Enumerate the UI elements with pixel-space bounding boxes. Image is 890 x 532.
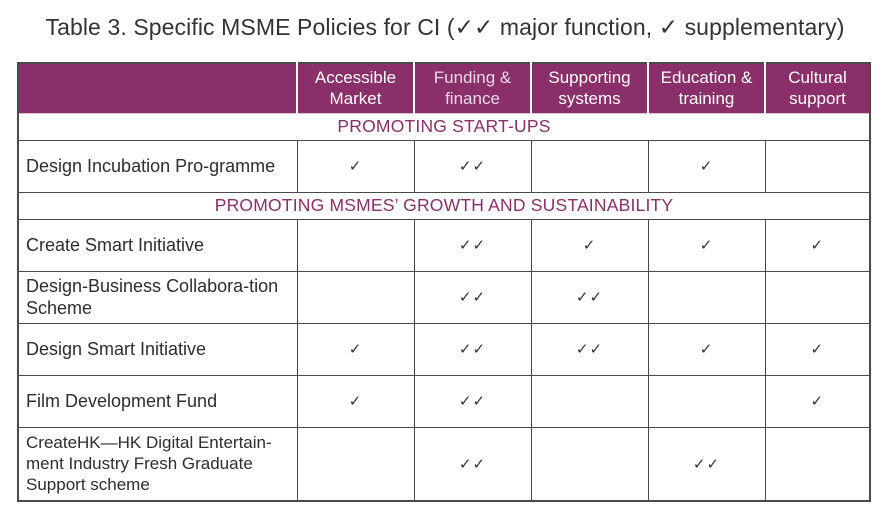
check-cell bbox=[647, 374, 766, 428]
column-header-label: Supporting systems bbox=[548, 68, 631, 109]
table-row: Create Smart Initiative ✓✓ ✓ ✓ ✓ bbox=[17, 218, 871, 272]
table-row: Design Incubation Pro-gramme ✓ ✓✓ ✓ bbox=[17, 139, 871, 193]
policy-name: Design Incubation Pro-gramme bbox=[17, 139, 298, 193]
check-cell: ✓✓ bbox=[530, 322, 649, 376]
header-row: Accessible Market Funding & finance Supp… bbox=[17, 62, 871, 114]
table-caption: Table 3. Specific MSME Policies for CI (… bbox=[45, 14, 845, 40]
column-header-cultural-support: Cultural support bbox=[764, 62, 871, 114]
check-cell: ✓ bbox=[647, 218, 766, 272]
section-label: PROMOTING MSMES’ GROWTH AND SUSTAINABILI… bbox=[17, 191, 871, 220]
column-header-funding-finance: Funding & finance bbox=[413, 62, 532, 114]
column-header-education-training: Education & training bbox=[647, 62, 766, 114]
policy-name: Design-Business Collabora-tion Scheme bbox=[17, 270, 298, 324]
check-cell bbox=[296, 218, 415, 272]
check-cell: ✓ bbox=[647, 139, 766, 193]
check-cell: ✓ bbox=[764, 374, 871, 428]
policy-name: Film Development Fund bbox=[17, 374, 298, 428]
section-label: PROMOTING START-UPS bbox=[17, 112, 871, 141]
check-cell: ✓ bbox=[530, 218, 649, 272]
check-cell: ✓✓ bbox=[530, 270, 649, 324]
column-header-label: Cultural support bbox=[788, 68, 847, 109]
column-header-accessible-market: Accessible Market bbox=[296, 62, 415, 114]
check-cell: ✓✓ bbox=[413, 270, 532, 324]
check-cell bbox=[764, 139, 871, 193]
header-corner-cell bbox=[17, 62, 298, 114]
check-cell bbox=[296, 426, 415, 502]
check-cell: ✓ bbox=[296, 374, 415, 428]
section-row-growth-sustainability: PROMOTING MSMES’ GROWTH AND SUSTAINABILI… bbox=[17, 191, 871, 220]
table-row: CreateHK—HK Digital Entertain-ment Indus… bbox=[17, 426, 871, 502]
policy-table: Accessible Market Funding & finance Supp… bbox=[17, 62, 871, 502]
check-cell bbox=[764, 426, 871, 502]
check-cell: ✓ bbox=[647, 322, 766, 376]
check-cell: ✓✓ bbox=[413, 426, 532, 502]
check-cell: ✓✓ bbox=[413, 218, 532, 272]
section-row-start-ups: PROMOTING START-UPS bbox=[17, 112, 871, 141]
check-cell: ✓✓ bbox=[413, 322, 532, 376]
check-cell: ✓✓ bbox=[413, 374, 532, 428]
policy-name: Design Smart Initiative bbox=[17, 322, 298, 376]
policy-name: Create Smart Initiative bbox=[17, 218, 298, 272]
check-cell bbox=[530, 139, 649, 193]
column-header-supporting-systems: Supporting systems bbox=[530, 62, 649, 114]
policy-name: CreateHK—HK Digital Entertain-ment Indus… bbox=[17, 426, 298, 502]
table-row: Design-Business Collabora-tion Scheme ✓✓… bbox=[17, 270, 871, 324]
check-cell bbox=[296, 270, 415, 324]
column-header-label: Funding & finance bbox=[433, 68, 512, 109]
check-cell bbox=[647, 270, 766, 324]
check-cell: ✓ bbox=[296, 322, 415, 376]
column-header-label: Accessible Market bbox=[314, 68, 397, 109]
table-row: Design Smart Initiative ✓ ✓✓ ✓✓ ✓ ✓ bbox=[17, 322, 871, 376]
column-header-label: Education & training bbox=[660, 68, 753, 109]
table-row: Film Development Fund ✓ ✓✓ ✓ bbox=[17, 374, 871, 428]
check-cell: ✓ bbox=[296, 139, 415, 193]
check-cell bbox=[530, 374, 649, 428]
check-cell: ✓✓ bbox=[413, 139, 532, 193]
check-cell: ✓ bbox=[764, 218, 871, 272]
check-cell bbox=[764, 270, 871, 324]
check-cell: ✓ bbox=[764, 322, 871, 376]
check-cell bbox=[530, 426, 649, 502]
check-cell: ✓✓ bbox=[647, 426, 766, 502]
